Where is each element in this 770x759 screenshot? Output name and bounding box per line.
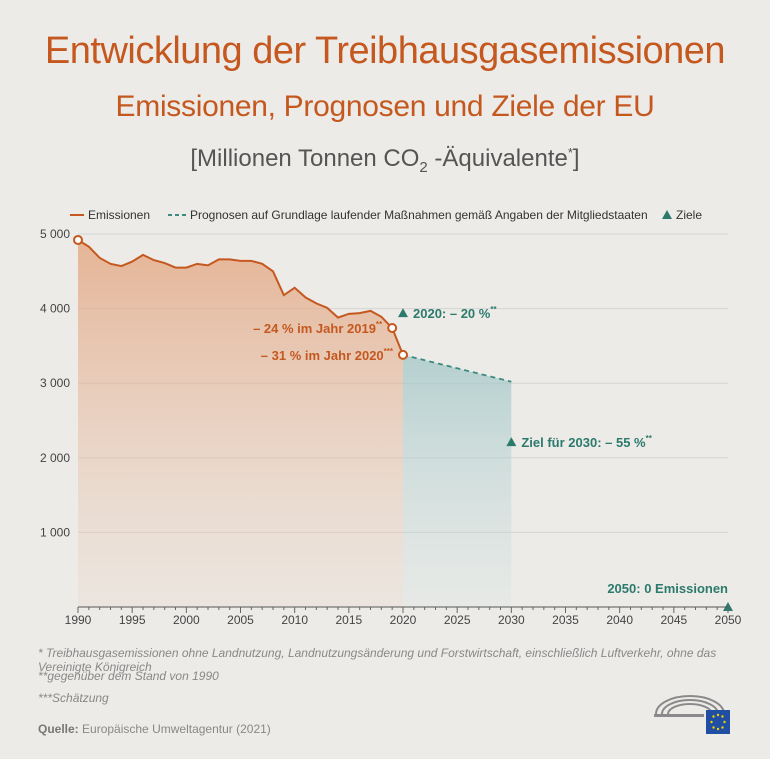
annotation-note: ** xyxy=(376,320,383,329)
x-tick-label: 2015 xyxy=(335,613,362,627)
annotation-text: – 31 % im Jahr 2020 xyxy=(261,348,384,363)
unit-label: [Millionen Tonnen CO2 -Äquivalente*] xyxy=(190,145,580,176)
footnote-3: ***Schätzung xyxy=(38,691,109,705)
x-tick-label: 2040 xyxy=(606,613,633,627)
source-note: Quelle: Europäische Umweltagentur (2021) xyxy=(38,722,271,736)
projection-area xyxy=(403,354,512,607)
x-tick-label: 2000 xyxy=(173,613,200,627)
target-label: Ziel für 2030: – 55 %** xyxy=(521,434,652,450)
footnote-1: * Treibhausgasemissionen ohne Landnutzun… xyxy=(38,646,717,674)
target-label: 2020: – 20 %** xyxy=(413,305,497,321)
european-parliament-logo-icon xyxy=(654,695,730,734)
x-tick-label: 2045 xyxy=(660,613,687,627)
annotation-text: – 24 % im Jahr 2019 xyxy=(253,321,376,336)
legend: Emissionen Prognosen auf Grundlage laufen… xyxy=(70,208,702,222)
annotation-marker xyxy=(387,322,398,333)
footnote-2: **gegenüber dem Stand von 1990 xyxy=(38,669,219,683)
legend-emissions-label: Emissionen xyxy=(88,208,150,222)
x-tick-label: 2005 xyxy=(227,613,254,627)
target-text: 2020: – 20 % xyxy=(413,306,491,321)
x-tick-label: 2010 xyxy=(281,613,308,627)
y-tick-label: 3 000 xyxy=(40,376,70,390)
legend-target-label: Ziele xyxy=(676,208,702,222)
emissions-chart: – 24 % im Jahr 2019**– 31 % im Jahr 2020… xyxy=(40,208,742,627)
chart-subtitle: Emissionen, Prognosen und Ziele der EU xyxy=(115,90,655,123)
target-triangle xyxy=(506,437,517,447)
emissions-area xyxy=(78,239,403,607)
x-tick-label: 2030 xyxy=(498,613,525,627)
x-tick-label: 2035 xyxy=(552,613,579,627)
x-tick-label: 2020 xyxy=(390,613,417,627)
x-tick-label: 2025 xyxy=(444,613,471,627)
emissions-line xyxy=(77,239,404,356)
annotation-marker xyxy=(398,349,408,360)
y-tick-label: 1 000 xyxy=(40,525,70,539)
annotation-label: – 31 % im Jahr 2020*** xyxy=(261,347,394,363)
target-note: ** xyxy=(490,305,497,314)
y-tick-label: 2 000 xyxy=(40,451,70,465)
start-point-marker xyxy=(73,234,83,245)
x-tick-label: 1995 xyxy=(119,613,146,627)
y-tick-label: 4 000 xyxy=(40,302,70,316)
annotation-note: *** xyxy=(384,347,394,356)
projection-line xyxy=(402,353,512,383)
x-tick-label: 2050 xyxy=(715,613,742,627)
target-text: 2050: 0 Emissionen xyxy=(607,581,728,596)
target-label: 2050: 0 Emissionen xyxy=(607,581,728,596)
legend-projection-label: Prognosen auf Grundlage laufender Maßnah… xyxy=(190,208,648,222)
target-triangle xyxy=(398,308,408,318)
annotation-label: – 24 % im Jahr 2019** xyxy=(253,320,383,336)
legend-target-swatch xyxy=(662,210,672,219)
x-tick-label: 1990 xyxy=(65,613,92,627)
chart-title: Entwicklung der Treibhausgasemissionen xyxy=(44,30,726,72)
target-text: Ziel für 2030: – 55 % xyxy=(521,435,646,450)
target-note: ** xyxy=(646,434,653,443)
y-tick-label: 5 000 xyxy=(40,227,70,241)
